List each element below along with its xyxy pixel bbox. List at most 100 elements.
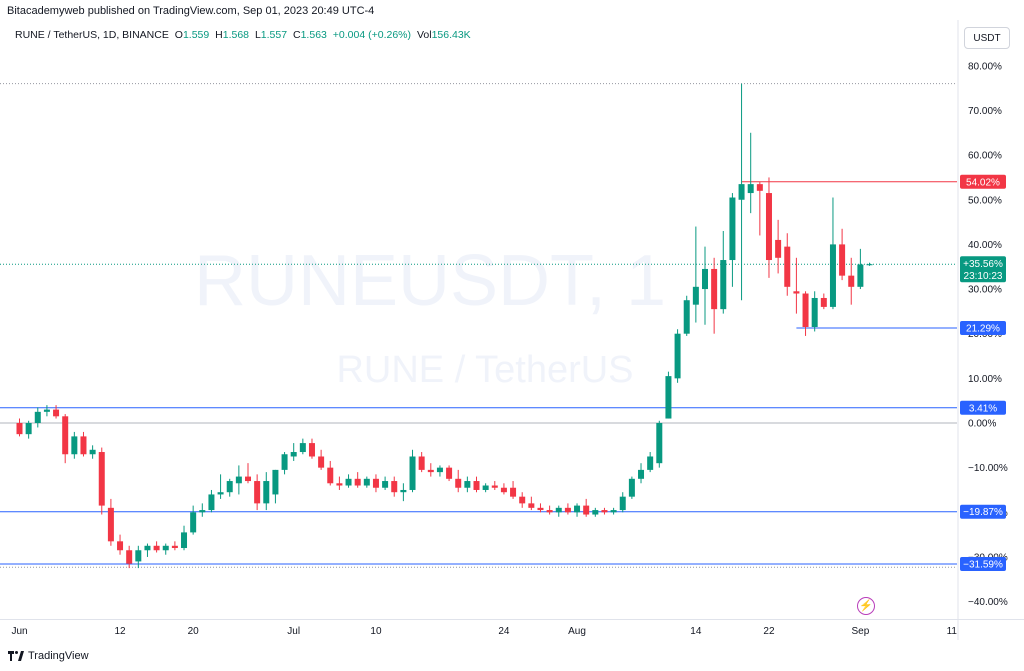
y-tick-label: 40.00% [968,240,1002,251]
x-tick-label: 14 [690,626,702,637]
tv-logo-icon [8,651,24,661]
candle [656,420,663,468]
candle [336,476,343,490]
watermark-name: RUNE / TetherUS [336,349,633,391]
candle [473,476,480,493]
flash-icon[interactable]: ⚡ [857,597,875,615]
y-tick-label: 10.00% [968,374,1002,385]
segment-price-label-text: 21.29% [966,323,1000,334]
candle [409,449,416,493]
tradingview-logo-text: TradingView [28,650,89,662]
candle-body [500,487,507,493]
candle-body [263,481,270,504]
candle [665,371,672,419]
candle [510,481,517,499]
candle [720,231,727,314]
candle-body [34,411,41,423]
level-price-label-box [960,504,1006,519]
candle-body [720,260,727,310]
candle [363,476,370,488]
candle-body [62,416,69,455]
candle-body [747,184,754,194]
y-tick-label: 80.00% [968,61,1002,72]
candle [43,405,50,417]
candle [592,507,599,517]
candle-body [665,376,672,419]
segment-price-label: 54.02% [960,174,1006,189]
candle-body [181,532,188,549]
candle-body [345,478,352,486]
candle [34,407,41,428]
candle-body [126,550,133,564]
level-price-label: 3.41% [960,400,1006,415]
level-price-label: −31.59% [960,557,1006,572]
candle [464,476,471,493]
candle-body [98,452,105,506]
level-price-label-text: −31.59% [963,560,1003,571]
candle-body [446,467,453,479]
candle [866,262,873,266]
candle [235,465,242,495]
candle-body [811,297,818,328]
candle [254,474,261,511]
candle-body [153,545,160,551]
candle-body [528,503,535,508]
tradingview-logo[interactable]: TradingView [8,650,89,662]
candle [62,414,69,464]
volume-value: 156.43K [431,29,471,41]
candle-body [53,409,60,417]
candle-body [482,485,489,490]
current-price-text: +35.56% [963,259,1003,270]
high-value: 1.568 [222,29,250,41]
candle [89,445,96,459]
candle-body [308,443,315,457]
candle-body [254,481,261,504]
candle-body [162,545,169,551]
candle-body [427,469,434,473]
candle-body [354,478,361,486]
candle-body [583,505,590,515]
candle [802,291,809,336]
candle [71,431,78,459]
candle-body [866,264,873,266]
candle-body [519,496,526,504]
candle [528,496,535,511]
candle [144,543,151,557]
candle [537,503,544,513]
low-label: L [254,29,261,41]
candle [674,329,681,383]
candle-body [336,483,343,486]
y-tick-label: 30.00% [968,285,1002,296]
y-tick-label: 70.00% [968,106,1002,117]
candle [272,469,279,504]
candle [793,257,800,314]
candle [107,498,114,546]
candle-body [409,456,416,490]
candle-body [574,505,581,513]
currency-button[interactable]: USDT [964,27,1010,49]
level-price-label-box [960,400,1006,415]
candle-body [674,333,681,379]
candle [345,474,352,488]
candle [583,498,590,517]
candle [482,483,489,493]
candle [555,505,562,517]
candle-body [372,478,379,488]
candle-body [245,476,251,482]
candle [162,543,169,555]
candle-body [473,481,480,490]
candle [80,431,87,457]
candle-body [199,510,206,513]
candle [199,503,206,517]
candle-body [793,291,800,294]
candle-body [848,275,855,287]
candle-body [226,481,233,493]
candle [610,507,617,515]
candle [848,257,855,305]
candle [299,438,306,455]
candle [784,233,791,296]
candle-body [235,476,242,484]
candle [574,503,581,517]
candle-body [656,423,663,464]
